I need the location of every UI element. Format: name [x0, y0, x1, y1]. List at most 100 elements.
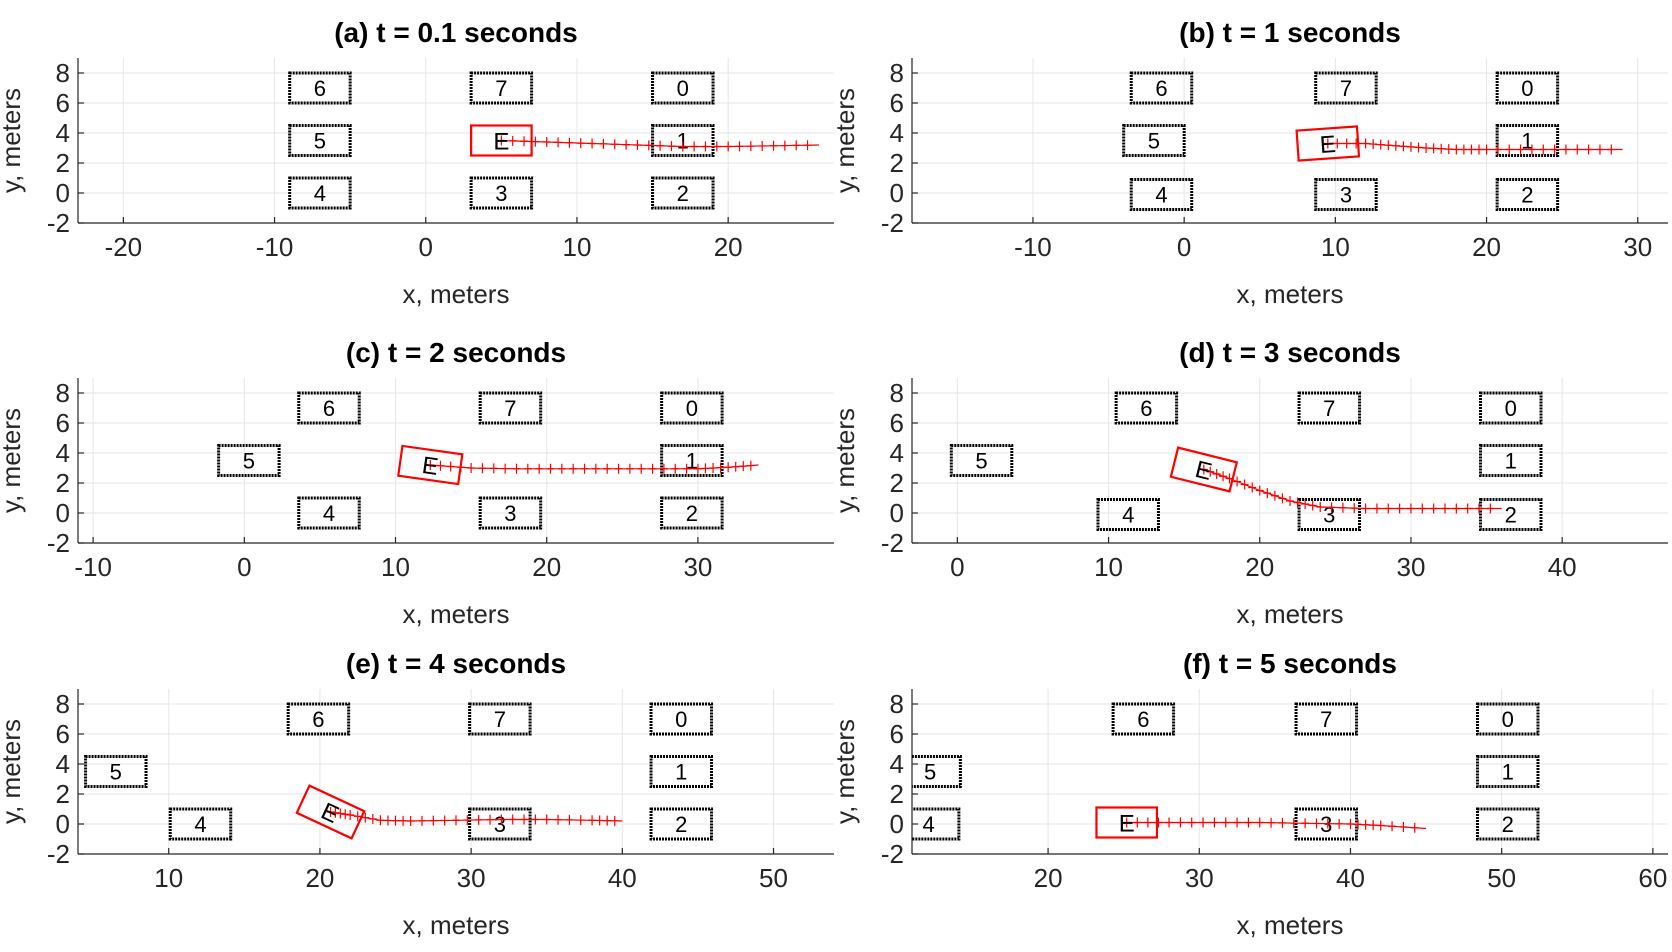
trajectory-marker — [426, 460, 435, 470]
trajectory-marker — [557, 463, 566, 474]
trajectory-marker — [792, 140, 801, 151]
trajectory-marker — [1410, 822, 1419, 833]
vehicle-box — [912, 755, 962, 788]
vehicle-box — [297, 496, 361, 530]
vehicle-2: 2 — [1495, 178, 1560, 211]
y-tick-label: 4 — [56, 438, 70, 468]
vehicle-2: 2 — [1475, 807, 1540, 841]
trajectory-marker — [520, 814, 529, 825]
trajectory-marker — [1372, 503, 1381, 514]
trajectory-marker — [1361, 138, 1370, 149]
vehicle-label: 1 — [1521, 129, 1533, 154]
trajectory-marker — [1493, 144, 1502, 155]
vehicle-label: 3 — [504, 501, 516, 526]
trajectory-marker — [1278, 817, 1287, 828]
trajectory-marker — [1233, 817, 1242, 828]
x-tick-label: -10 — [1014, 232, 1052, 262]
trajectory-marker — [1350, 503, 1359, 514]
trajectory-marker — [486, 814, 495, 825]
trajectory-marker — [1327, 502, 1336, 513]
trajectory-marker — [1459, 144, 1468, 155]
vehicle-box — [660, 391, 724, 425]
trajectory-marker — [1595, 144, 1604, 155]
vehicle-label: 0 — [1521, 76, 1533, 101]
vehicle-box — [1314, 178, 1378, 211]
vehicle-label: 6 — [323, 396, 335, 421]
ego-label: E — [1192, 456, 1214, 486]
panel-title: (f) t = 5 seconds — [1183, 648, 1397, 679]
trajectory-marker — [474, 814, 483, 825]
trajectory-marker — [1122, 817, 1131, 828]
vehicle-3: 3 — [478, 496, 543, 530]
trajectory-marker — [331, 807, 340, 818]
trajectory-marker — [436, 460, 445, 471]
trajectory-marker — [701, 141, 710, 152]
y-tick-label: -2 — [881, 839, 904, 869]
x-tick-label: 40 — [1548, 552, 1577, 582]
trajectory-marker — [735, 141, 744, 152]
vehicle-box — [1495, 71, 1560, 105]
ego-trajectory — [1203, 468, 1502, 510]
x-tick-label: 10 — [381, 552, 410, 582]
trajectory-marker — [1440, 503, 1449, 514]
vehicle-box — [1096, 498, 1160, 531]
trajectory-marker — [1384, 140, 1393, 151]
vehicle-label: 7 — [1320, 707, 1332, 732]
vehicle-4: 4 — [168, 807, 233, 841]
vehicle-5: 5 — [217, 444, 281, 477]
ego-vehicle: E — [470, 124, 533, 157]
vehicle-1: 1 — [1495, 124, 1560, 157]
x-tick-label: 30 — [683, 552, 712, 582]
x-axis-label: x, meters — [1237, 910, 1344, 940]
vehicle-box — [1479, 391, 1543, 425]
x-tick-label: -10 — [74, 552, 112, 582]
trajectory-marker — [731, 461, 740, 472]
trajectory-marker — [1354, 819, 1363, 830]
vehicle-label: 6 — [1140, 396, 1152, 421]
y-tick-label: -2 — [881, 208, 904, 238]
y-tick-label: 6 — [890, 408, 904, 438]
vehicle-4: 4 — [912, 807, 961, 841]
trajectory-marker — [554, 137, 563, 148]
vehicle-2: 2 — [1479, 498, 1543, 531]
ego-label: E — [420, 452, 440, 481]
x-tick-label: 10 — [1094, 552, 1123, 582]
trajectory-marker — [391, 815, 400, 826]
vehicle-box — [288, 124, 352, 157]
x-tick-label: 0 — [950, 552, 964, 582]
trajectory-marker — [1527, 144, 1536, 155]
vehicle-label: 1 — [686, 449, 698, 474]
trajectory-marker — [690, 141, 699, 152]
x-axis-label: x, meters — [403, 279, 510, 309]
vehicle-box — [1297, 498, 1362, 531]
x-tick-label: 20 — [1245, 552, 1274, 582]
trajectory-marker — [1550, 144, 1559, 155]
trajectory-marker — [508, 814, 517, 825]
trajectory-marker — [353, 811, 362, 822]
trajectory-marker — [417, 815, 426, 826]
trajectory-marker — [1444, 144, 1453, 155]
trajectory-marker — [478, 463, 487, 474]
trajectory-marker — [1399, 822, 1408, 832]
y-tick-label: 6 — [56, 88, 70, 118]
x-tick-label: -20 — [105, 232, 143, 262]
vehicle-6: 6 — [1114, 391, 1179, 425]
vehicle-label: 5 — [924, 760, 936, 785]
vehicle-label: 7 — [494, 707, 506, 732]
trajectory-marker — [1505, 144, 1514, 155]
vehicle-3: 3 — [1314, 178, 1378, 211]
trajectory-marker — [1346, 819, 1355, 829]
vehicle-5: 5 — [949, 444, 1014, 477]
trajectory-marker — [1475, 503, 1483, 514]
panel-title: (b) t = 1 seconds — [1179, 17, 1401, 48]
trajectory-marker — [1463, 503, 1472, 514]
vehicle-label: 3 — [1340, 183, 1352, 208]
vehicle-0: 0 — [1495, 71, 1560, 105]
trajectory-marker — [625, 463, 634, 474]
y-tick-label: 8 — [890, 58, 904, 88]
trajectory-marker — [1219, 471, 1228, 482]
ego-label: E — [1319, 131, 1337, 159]
x-tick-label: -10 — [256, 232, 294, 262]
